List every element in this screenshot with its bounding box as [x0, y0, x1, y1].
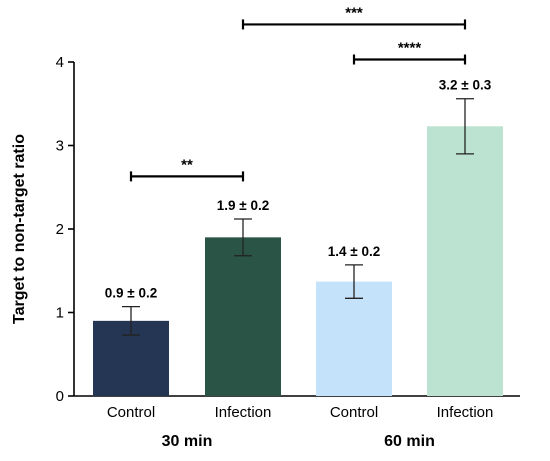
error-bar	[345, 264, 363, 299]
y-tick-label: 3	[56, 138, 64, 155]
x-category-label: Control	[330, 404, 378, 421]
error-bars	[122, 98, 474, 336]
data-label: 1.9 ± 0.2	[217, 198, 269, 213]
significance-label: **	[181, 156, 193, 173]
significance-label: ***	[345, 4, 363, 21]
data-labels: 0.9 ± 0.2 1.9 ± 0.2 1.4 ± 0.2 3.2 ± 0.3	[105, 78, 492, 301]
error-bar	[234, 218, 252, 257]
y-axis: 0 1 2 3 4	[56, 54, 75, 405]
data-label: 1.4 ± 0.2	[328, 244, 380, 259]
x-category-label: Control	[107, 404, 155, 421]
error-bar	[456, 98, 474, 155]
bars	[93, 126, 503, 397]
y-axis-title: Target to non-target ratio	[11, 134, 28, 324]
data-label: 3.2 ± 0.3	[439, 78, 492, 93]
error-bar	[122, 306, 140, 336]
bar	[427, 126, 503, 397]
significance-bracket: ****	[352, 39, 467, 65]
y-tick-label: 0	[56, 388, 64, 405]
x-group-label: 60 min	[384, 433, 435, 450]
significance-bracket: ***	[241, 4, 467, 30]
x-group-label: 30 min	[162, 433, 213, 450]
y-tick-label: 4	[56, 54, 64, 71]
significance-label: ****	[398, 39, 422, 56]
x-category-label: Infection	[215, 404, 272, 421]
bar	[316, 281, 392, 396]
bar	[205, 237, 281, 396]
y-tick-label: 1	[56, 305, 64, 322]
x-category-label: Infection	[437, 404, 494, 421]
data-label: 0.9 ± 0.2	[105, 286, 157, 301]
significance-brackets: *********	[129, 4, 467, 182]
y-tick-label: 2	[56, 221, 64, 238]
significance-bracket: **	[129, 156, 245, 182]
